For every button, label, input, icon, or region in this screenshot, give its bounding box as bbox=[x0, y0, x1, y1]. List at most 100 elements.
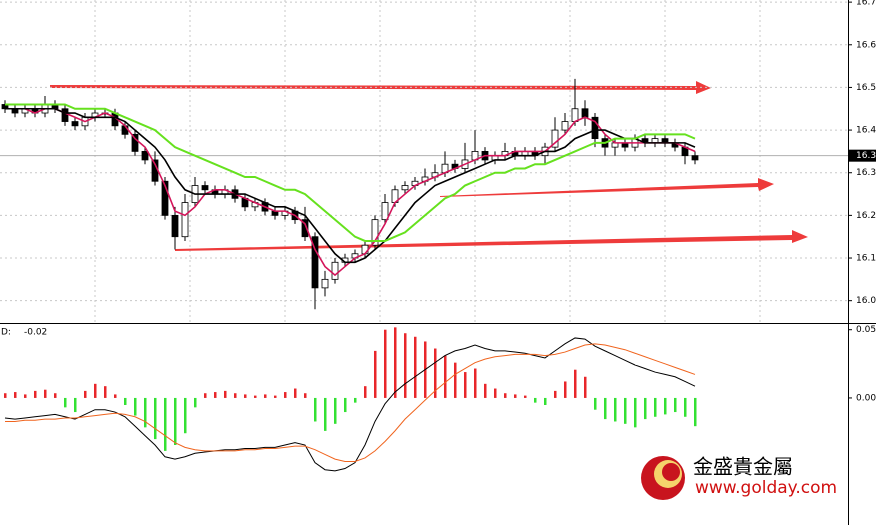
candle-body bbox=[401, 185, 409, 191]
candle-body bbox=[551, 129, 559, 148]
histogram-bar bbox=[214, 392, 217, 398]
candle-body bbox=[171, 214, 179, 238]
logo-name: 金盛貴金屬 bbox=[693, 455, 793, 479]
y-tick-label: 16.05 bbox=[856, 296, 876, 306]
histogram-bar bbox=[444, 355, 447, 398]
histogram-bar bbox=[664, 397, 667, 415]
histogram-bar bbox=[204, 393, 207, 398]
histogram-bar bbox=[184, 397, 187, 434]
candle-body bbox=[131, 133, 139, 152]
candle-body bbox=[691, 155, 699, 161]
histogram-bar bbox=[364, 386, 367, 398]
macd-line bbox=[4, 337, 696, 472]
histogram-bar bbox=[314, 397, 317, 422]
histogram-bar bbox=[344, 397, 347, 413]
moving-average bbox=[5, 107, 696, 264]
histogram-bar bbox=[124, 397, 127, 405]
y-tick-label: 16.25 bbox=[856, 211, 876, 221]
y-tick-label: 16.35 bbox=[856, 168, 876, 178]
histogram-bar bbox=[254, 395, 257, 398]
histogram-bar bbox=[454, 362, 457, 398]
logo-mark bbox=[662, 463, 680, 481]
histogram-bar bbox=[114, 394, 117, 398]
candle-body bbox=[371, 219, 379, 246]
y-tick-label: 16.45 bbox=[856, 126, 876, 136]
histogram-bar bbox=[324, 397, 327, 431]
histogram-bar bbox=[594, 397, 597, 410]
histogram-bar bbox=[334, 397, 337, 424]
logo: 金盛貴金屬 www.golday.com bbox=[641, 455, 837, 500]
histogram-bar bbox=[474, 368, 477, 398]
candle-body bbox=[61, 108, 69, 122]
histogram-bar bbox=[274, 395, 277, 398]
histogram-bar bbox=[624, 397, 627, 424]
arrow bbox=[175, 230, 808, 251]
histogram-bar bbox=[484, 383, 487, 398]
histogram-bar bbox=[164, 397, 167, 451]
histogram-bar bbox=[264, 394, 267, 398]
y-tick-label: 0.00 bbox=[856, 393, 876, 403]
histogram-bar bbox=[674, 397, 677, 413]
histogram-bar bbox=[494, 388, 497, 398]
candle-body bbox=[201, 185, 209, 191]
histogram-bar bbox=[224, 390, 227, 398]
histogram-bar bbox=[404, 333, 407, 398]
arrow bbox=[440, 178, 774, 197]
histogram-bar bbox=[74, 397, 77, 413]
histogram-bar bbox=[244, 394, 247, 398]
moving-average bbox=[5, 103, 696, 242]
y-tick-label: 16.75 bbox=[856, 0, 876, 8]
histogram-bar bbox=[304, 393, 307, 398]
histogram-bar bbox=[694, 397, 697, 427]
histogram-bar bbox=[614, 397, 617, 422]
histogram-bar bbox=[284, 392, 287, 398]
histogram-bar bbox=[34, 390, 37, 398]
histogram-bar bbox=[544, 397, 547, 405]
histogram-bar bbox=[584, 376, 587, 398]
candle-body bbox=[141, 151, 149, 161]
indicator-label: D: bbox=[1, 328, 11, 338]
histogram-bar bbox=[194, 397, 197, 408]
y-tick-label: 0.058 bbox=[856, 325, 876, 335]
histogram-bar bbox=[14, 392, 17, 398]
histogram-bar bbox=[644, 397, 647, 420]
histogram-bar bbox=[84, 390, 87, 398]
histogram-bar bbox=[524, 395, 527, 398]
histogram-bar bbox=[54, 393, 57, 398]
candle-body bbox=[321, 278, 329, 289]
histogram-bar bbox=[44, 389, 47, 398]
last-price-label: 16.39 bbox=[856, 151, 876, 161]
histogram-bar bbox=[234, 393, 237, 398]
candle-body bbox=[561, 121, 569, 131]
candle-body bbox=[181, 202, 189, 238]
candle-body bbox=[311, 236, 319, 289]
histogram-bar bbox=[564, 381, 567, 398]
candle-body bbox=[381, 202, 389, 221]
histogram-bar bbox=[654, 397, 657, 417]
histogram-bar bbox=[414, 336, 417, 398]
histogram-bar bbox=[134, 397, 137, 416]
histogram-bar bbox=[384, 329, 387, 398]
y-tick-label: 16.65 bbox=[856, 40, 876, 50]
histogram-bar bbox=[604, 397, 607, 420]
histogram-bar bbox=[514, 394, 517, 398]
candle-body bbox=[571, 108, 579, 122]
histogram-bar bbox=[504, 393, 507, 398]
histogram-bar bbox=[4, 393, 7, 398]
candle-body bbox=[331, 261, 339, 280]
histogram-bar bbox=[684, 397, 687, 417]
histogram-bar bbox=[534, 397, 537, 403]
histogram-bar bbox=[64, 397, 67, 408]
histogram-bar bbox=[144, 397, 147, 428]
histogram-bar bbox=[94, 383, 97, 398]
histogram-bar bbox=[104, 386, 107, 398]
histogram-bar bbox=[374, 350, 377, 398]
candle-body bbox=[71, 121, 79, 127]
histogram-bar bbox=[464, 372, 467, 398]
histogram-bar bbox=[554, 390, 557, 398]
histogram-bar bbox=[354, 397, 357, 403]
candle-body bbox=[301, 219, 309, 238]
histogram-bar bbox=[434, 348, 437, 398]
